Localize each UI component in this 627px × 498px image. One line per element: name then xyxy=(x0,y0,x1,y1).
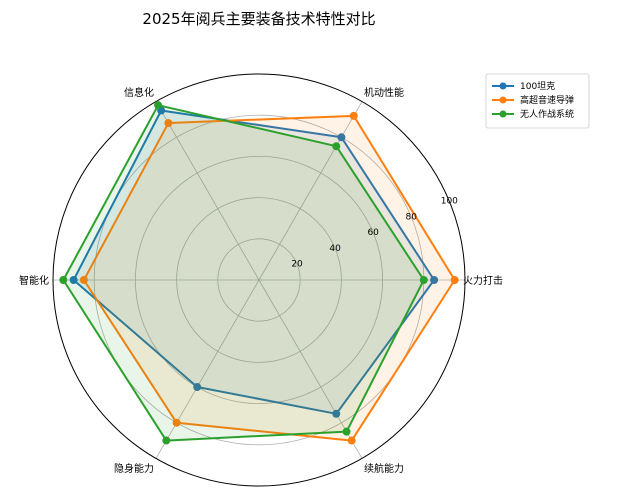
r-tick-label-100: 100 xyxy=(441,197,458,207)
series-1-point-1 xyxy=(349,111,358,120)
axis-label-5: 续航能力 xyxy=(364,462,404,475)
axis-label-3: 智能化 xyxy=(19,274,49,287)
series-fill-1 xyxy=(83,115,455,441)
series-2-point-1 xyxy=(332,142,341,151)
series-fill-2 xyxy=(63,105,424,441)
axis-label-4: 隐身能力 xyxy=(114,462,154,475)
r-tick-label-40: 40 xyxy=(329,244,341,254)
legend-marker-2 xyxy=(499,110,507,118)
axis-label-0: 火力打击 xyxy=(463,274,503,287)
series-2-point-5 xyxy=(342,427,351,436)
series-0-point-5 xyxy=(332,409,341,418)
polar-frame xyxy=(52,73,466,487)
radar-series-group xyxy=(59,101,459,445)
grid-spoke-4 xyxy=(155,279,260,459)
legend-marker-0 xyxy=(499,82,507,90)
series-1-point-4 xyxy=(172,418,181,427)
legend-marker-1 xyxy=(499,96,507,104)
series-2-point-2 xyxy=(154,101,163,110)
series-0-point-3 xyxy=(69,276,78,284)
axis-label-1: 机动性能 xyxy=(364,86,404,99)
r-tick-label-80: 80 xyxy=(406,212,418,222)
legend-label-2: 无人作战系统 xyxy=(520,108,574,120)
series-0-point-0 xyxy=(430,276,439,284)
legend-label-0: 100坦克 xyxy=(520,81,555,92)
grid-spoke-1 xyxy=(258,101,363,281)
series-0-point-1 xyxy=(337,133,346,142)
series-2-point-0 xyxy=(419,276,428,284)
r-tick-label-20: 20 xyxy=(291,260,303,270)
series-2-point-4 xyxy=(162,436,171,445)
series-1-point-5 xyxy=(347,436,356,445)
series-1-point-0 xyxy=(450,276,459,284)
series-fill-0 xyxy=(73,110,435,414)
axis-label-2: 信息化 xyxy=(124,86,154,99)
grid-spoke-2 xyxy=(155,101,260,281)
series-1-point-3 xyxy=(79,276,88,284)
r-tick-label-60: 60 xyxy=(367,228,379,238)
series-2-point-3 xyxy=(59,276,68,284)
chart-title: 2025年阅兵主要装备技术特性对比 xyxy=(142,10,375,28)
series-1-point-2 xyxy=(164,119,173,128)
series-0-point-4 xyxy=(193,383,202,392)
legend-label-1: 高超音速导弹 xyxy=(520,94,574,106)
